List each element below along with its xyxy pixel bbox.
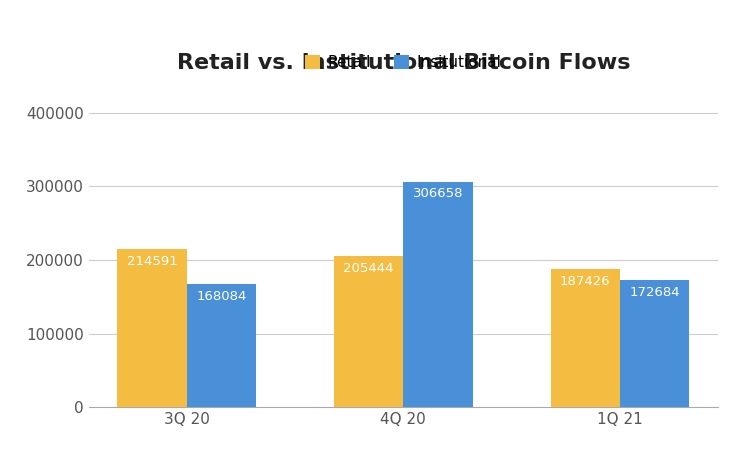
Bar: [620, 280, 689, 407]
Bar: [551, 269, 620, 407]
Text: 214591: 214591: [127, 255, 178, 268]
Text: 187426: 187426: [560, 275, 610, 288]
Bar: [118, 250, 186, 407]
Bar: [186, 284, 256, 407]
Legend: Retail, Insitutional: Retail, Insitutional: [299, 49, 508, 76]
Bar: [334, 256, 403, 407]
Title: Retail vs. Institutional Bitcoin Flows: Retail vs. Institutional Bitcoin Flows: [177, 53, 630, 74]
Text: 306658: 306658: [413, 188, 463, 200]
Text: 172684: 172684: [629, 286, 680, 299]
Text: 205444: 205444: [343, 262, 394, 275]
Text: 168084: 168084: [196, 289, 246, 302]
Bar: [403, 181, 473, 407]
